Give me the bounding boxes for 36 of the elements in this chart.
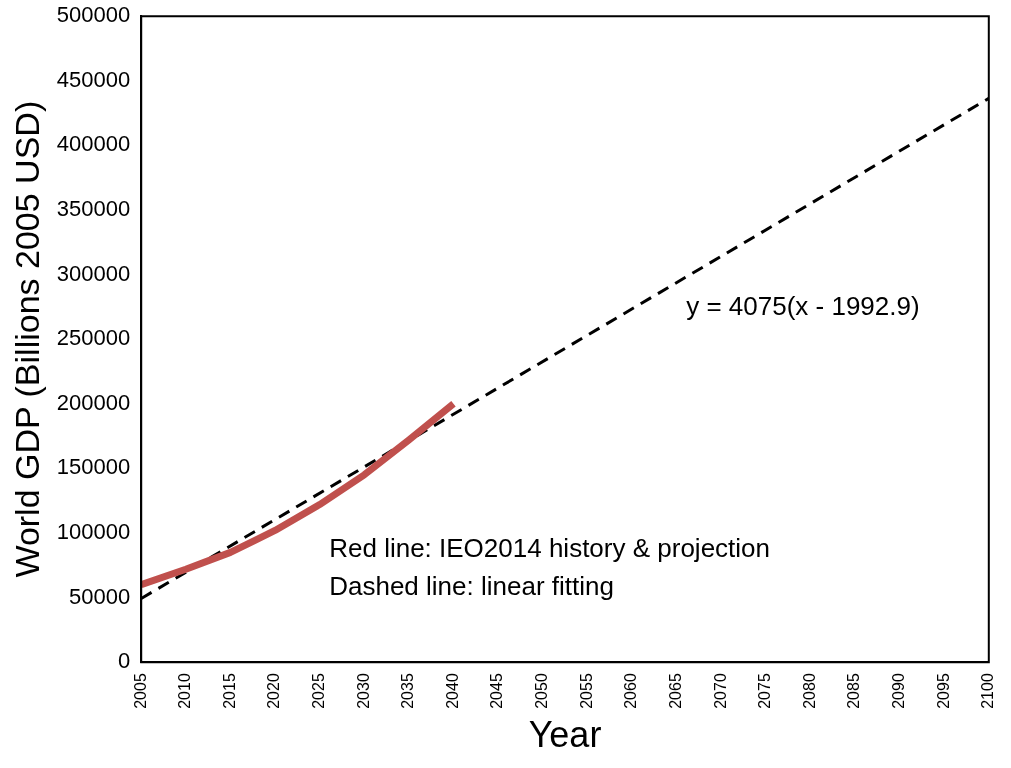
y-axis-title: World GDP (Billions 2005 USD) xyxy=(7,100,46,578)
x-tick-label: 2090 xyxy=(889,673,907,709)
annotation: Red line: IEO2014 history & projection xyxy=(329,533,771,564)
x-tick-label: 2005 xyxy=(131,673,149,709)
y-tick-label: 200000 xyxy=(56,389,131,415)
y-tick-label: 350000 xyxy=(56,196,131,222)
y-tick-label: 500000 xyxy=(56,2,131,28)
x-tick-label: 2010 xyxy=(176,673,194,709)
x-tick-label: 2020 xyxy=(265,673,283,709)
y-tick-label: 300000 xyxy=(56,260,131,286)
x-tick-label: 2065 xyxy=(666,673,684,709)
x-tick-label: 2025 xyxy=(310,673,328,709)
x-tick-label: 2045 xyxy=(488,673,506,709)
x-tick-label: 2100 xyxy=(979,673,997,709)
x-tick-label: 2050 xyxy=(533,673,551,709)
x-tick-label: 2070 xyxy=(711,673,729,709)
x-tick-label: 2055 xyxy=(577,673,595,709)
annotation: Dashed line: linear fitting xyxy=(329,571,614,602)
y-tick-label: 400000 xyxy=(56,131,131,157)
x-tick-label: 2075 xyxy=(756,673,774,709)
x-tick-label: 2040 xyxy=(443,673,461,709)
x-tick-label: 2060 xyxy=(622,673,640,709)
y-tick-label: 50000 xyxy=(69,583,131,609)
x-tick-label: 2085 xyxy=(845,673,863,709)
y-tick-label: 0 xyxy=(117,648,131,674)
y-tick-label: 450000 xyxy=(56,66,131,92)
annotation: y = 4075(x - 1992.9) xyxy=(686,291,920,322)
x-tick-label: 2030 xyxy=(354,673,372,709)
y-tick-label: 100000 xyxy=(56,519,131,545)
x-axis-title: Year xyxy=(528,714,602,756)
x-tick-label: 2035 xyxy=(399,673,417,709)
y-tick-label: 250000 xyxy=(56,325,131,351)
x-tick-label: 2095 xyxy=(934,673,952,709)
x-tick-label: 2015 xyxy=(220,673,238,709)
x-tick-label: 2080 xyxy=(800,673,818,709)
y-tick-label: 150000 xyxy=(56,454,131,480)
